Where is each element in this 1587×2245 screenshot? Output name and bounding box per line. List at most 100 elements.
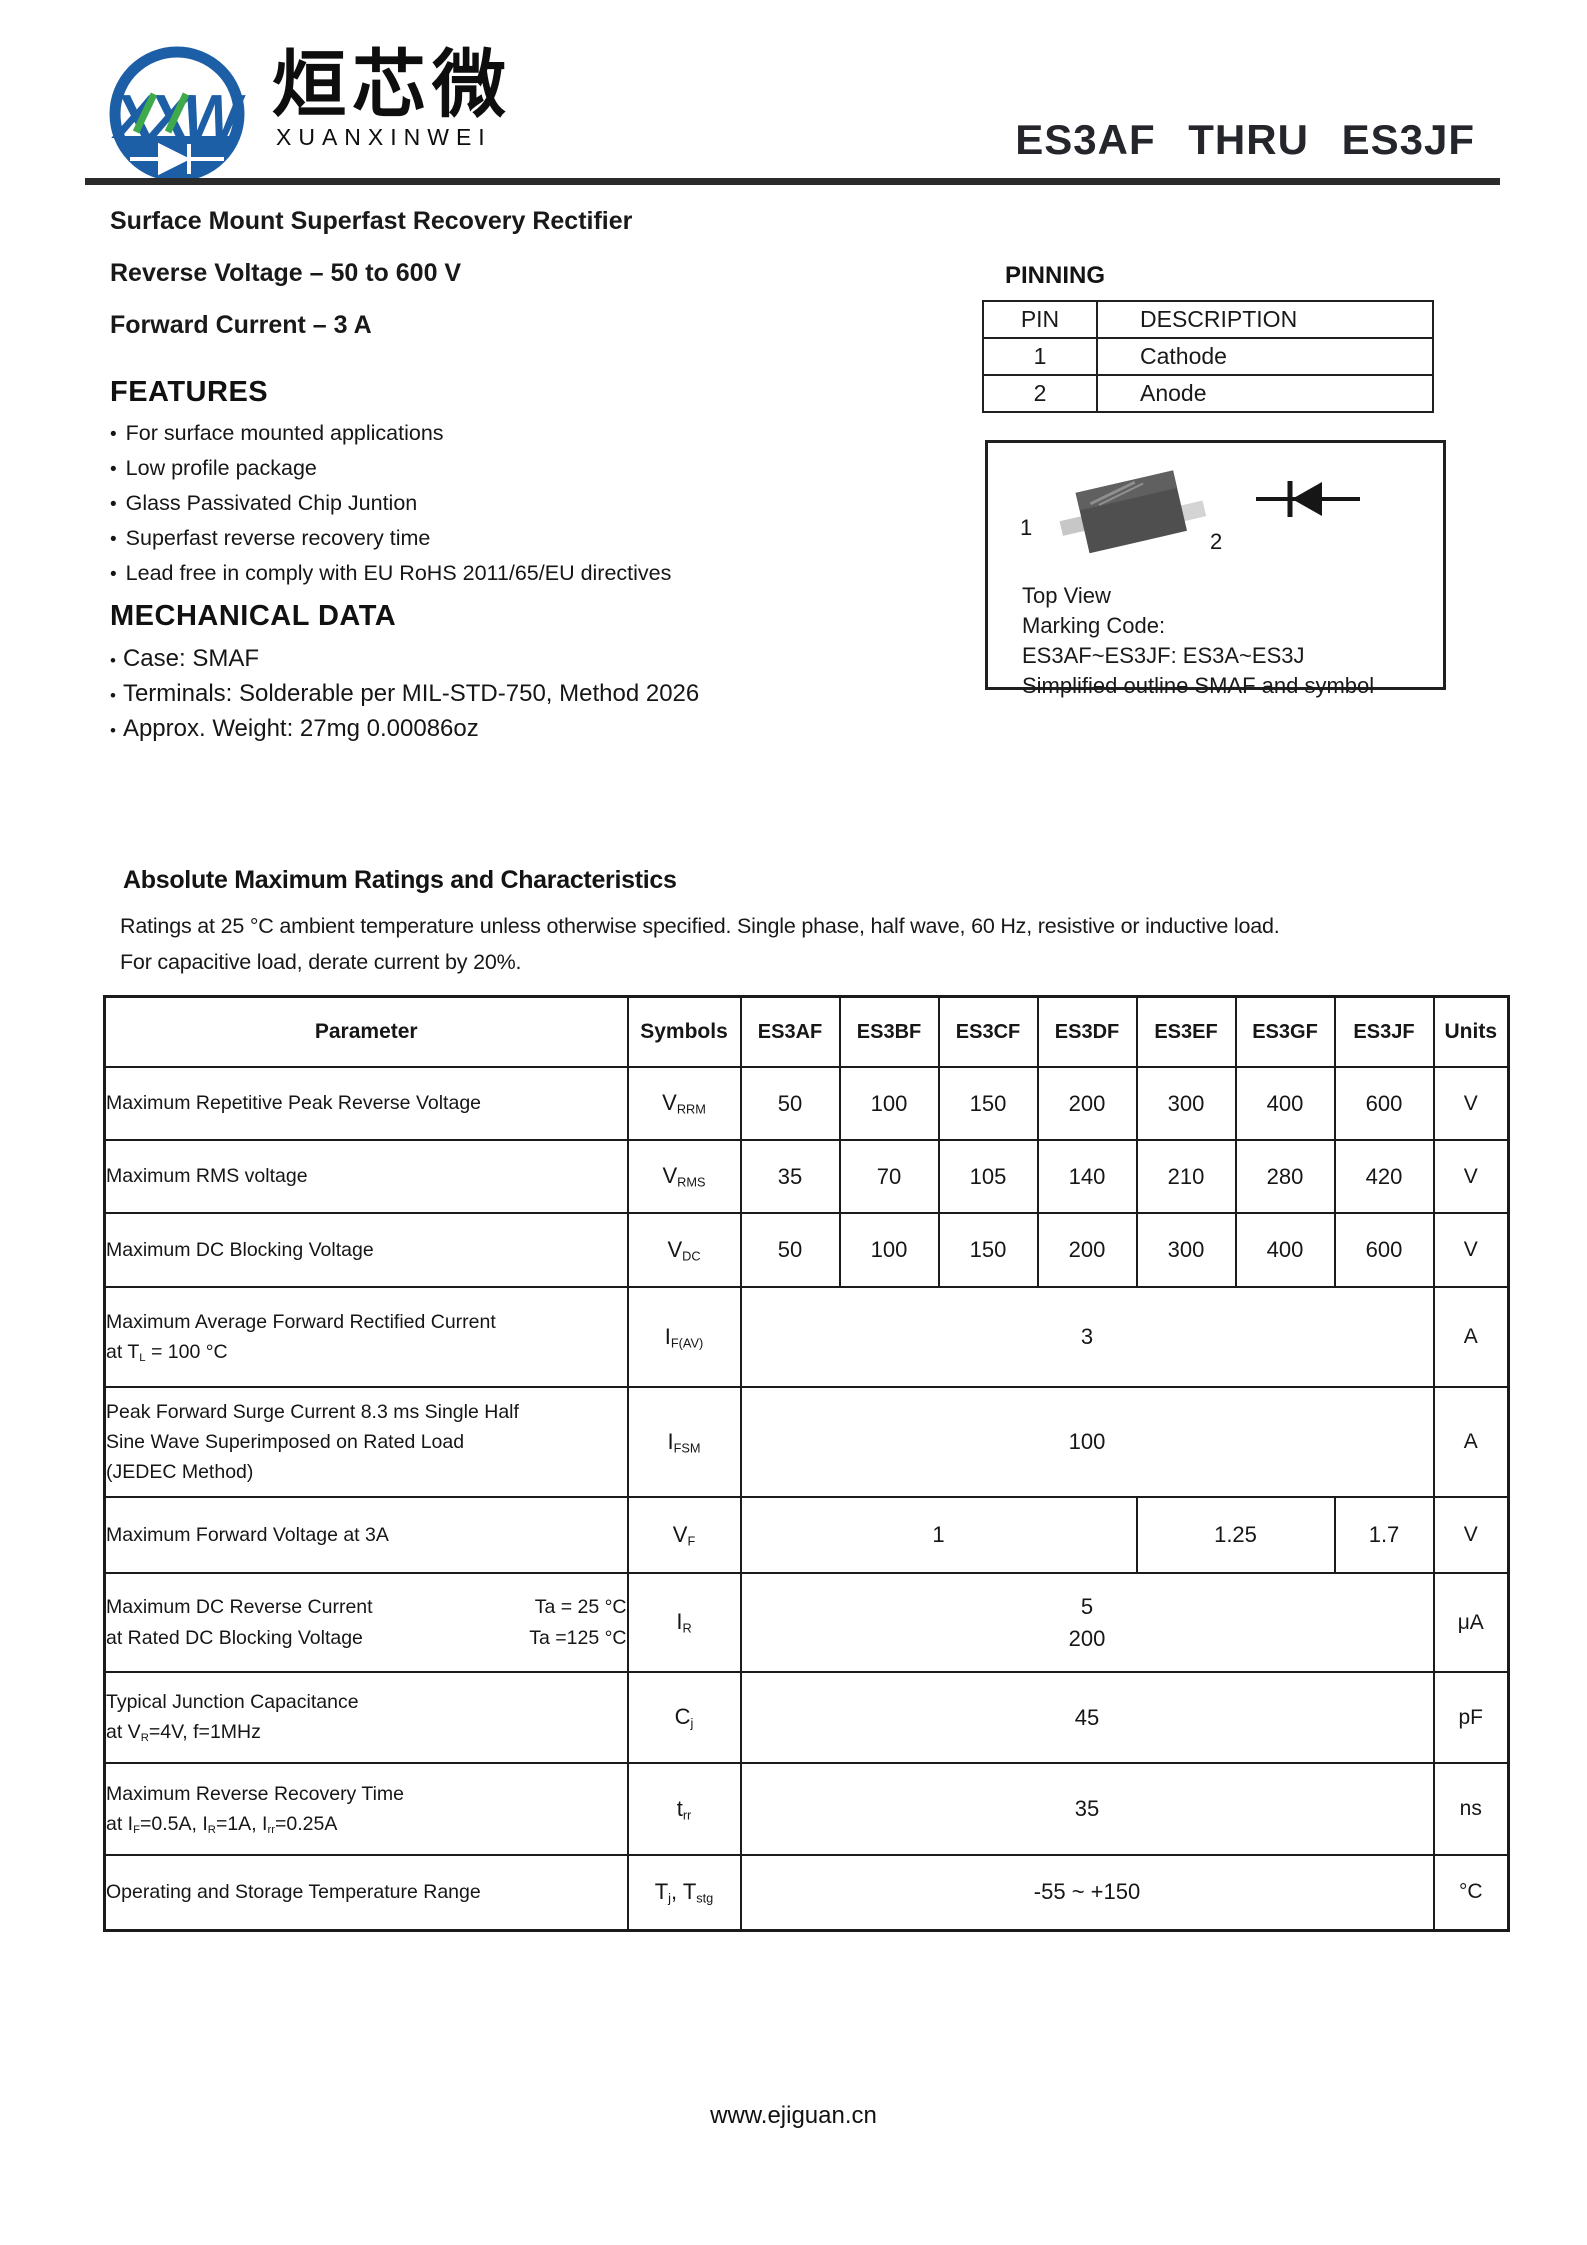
value-cell: 420: [1333, 1139, 1435, 1214]
feature-item: • Lead free in comply with EU RoHS 2011/6…: [110, 561, 671, 586]
feature-item: • Superfast reverse recovery time: [110, 526, 671, 551]
mechanical-item: • Terminals: Solderable per MIL-STD-750, …: [110, 680, 699, 708]
package-drawing-icon: [1059, 470, 1207, 554]
package-caption-line: Marking Code:: [1022, 613, 1166, 638]
symbol-cell: IFSM: [626, 1386, 742, 1498]
value-cell: 200: [1036, 1212, 1138, 1288]
param-line: Maximum RMS voltage: [106, 1165, 308, 1188]
column-header: ES3CF: [937, 995, 1039, 1068]
table-row: Typical Junction Capacitance at VR=4V, f=…: [103, 1671, 1510, 1764]
value-cell: 1.7: [1333, 1496, 1435, 1574]
feature-item-text: For surface mounted applications: [125, 421, 444, 445]
symbol-cell: Tj, Tstg: [626, 1854, 742, 1931]
bullet-icon: •: [110, 564, 117, 585]
ratings-table: Parameter Symbols ES3AF ES3BF ES3CF ES3DF ES3E…: [103, 995, 1510, 1932]
pinning-header-row: PIN DESCRIPTION: [982, 300, 1434, 339]
logo-diode-icon: [130, 142, 224, 176]
pin-number-cell: 1: [982, 337, 1098, 376]
value-cell: 600: [1333, 1066, 1435, 1141]
mechanical-item: • Case: SMAF: [110, 645, 699, 673]
param-line: Maximum DC Blocking Voltage: [106, 1238, 374, 1261]
value-cell: 300: [1135, 1066, 1237, 1141]
features-heading: FEATURES: [110, 376, 269, 408]
table-row: Maximum Reverse Recovery Time at IF=0.5A,…: [103, 1762, 1510, 1856]
pinning-column-header: PIN: [982, 300, 1098, 339]
table-row: Maximum Forward Voltage at 3A VF 1 1.25 1.7 V: [103, 1496, 1510, 1574]
unit-cell: V: [1432, 1496, 1510, 1574]
feature-item-text: Superfast reverse recovery time: [125, 526, 431, 550]
table-row: Maximum DC Blocking Voltage VDC 50 100 150 20…: [103, 1212, 1510, 1288]
package-caption: Top View Marking Code: ES3AF~ES3JF: ES3A~E…: [1022, 581, 1374, 701]
summary-line: Forward Current – 3 A: [110, 311, 372, 339]
company-logo: XXW 烜芯微 XUANXINWEI: [92, 40, 512, 192]
page-footer: www.ejiguan.cn: [0, 2102, 1587, 2130]
mechanical-item-text: Terminals: Solderable per MIL-STD-750, M…: [122, 680, 700, 707]
unit-cell: pF: [1432, 1671, 1510, 1764]
diode-symbol-icon: [1256, 481, 1360, 517]
value-cell: 50: [739, 1212, 841, 1288]
ratings-note-line: Ratings at 25 °C ambient temperature unl…: [120, 914, 1280, 938]
value-cell: 150: [937, 1212, 1039, 1288]
param-line: at VR=4V, f=1MHz: [106, 1721, 261, 1745]
value-cell: 5 200: [739, 1572, 1435, 1673]
param-line: Maximum Average Forward Rectified Curren…: [106, 1310, 496, 1333]
pinning-heading: PINNING: [1005, 262, 1106, 289]
pinning-table: PIN DESCRIPTION 1 Cathode 2 Anode: [982, 300, 1434, 413]
pinning-row: 1 Cathode: [982, 337, 1434, 376]
ratings-note-line: For capacitive load, derate current by 2…: [120, 950, 522, 974]
column-header: ES3EF: [1135, 995, 1237, 1068]
footer-url[interactable]: www.ejiguan.cn: [710, 2102, 877, 2129]
value-cell: 210: [1135, 1139, 1237, 1214]
param-condition: Ta =125 °C: [529, 1626, 627, 1649]
value-cell: 100: [838, 1066, 940, 1141]
feature-item-text: Glass Passivated Chip Juntion: [125, 491, 418, 515]
param-cell: Typical Junction Capacitance at VR=4V, f=…: [103, 1671, 629, 1764]
bullet-icon: •: [110, 686, 116, 705]
value-cell: 35: [739, 1762, 1435, 1856]
param-cell: Maximum Average Forward Rectified Curren…: [103, 1286, 629, 1388]
value-cell: 3: [739, 1286, 1435, 1388]
symbol-cell: IR: [626, 1572, 742, 1673]
param-text: at Rated DC Blocking Voltage: [106, 1626, 363, 1649]
table-row: Operating and Storage Temperature Range T…: [103, 1854, 1510, 1931]
column-header: ES3JF: [1333, 995, 1435, 1068]
pinning-row: 2 Anode: [982, 374, 1434, 413]
mechanical-item-text: Case: SMAF: [122, 645, 259, 672]
param-line: at Rated DC Blocking Voltage Ta =125 °C: [106, 1623, 627, 1653]
unit-cell: A: [1432, 1286, 1510, 1388]
param-line: Peak Forward Surge Current 8.3 ms Single…: [106, 1400, 519, 1423]
doc-title: ES3AF THRU ES3JF: [1015, 116, 1475, 163]
table-row: Peak Forward Surge Current 8.3 ms Single…: [103, 1386, 1510, 1498]
table-row: Maximum Average Forward Rectified Curren…: [103, 1286, 1510, 1388]
column-header: ES3AF: [739, 995, 841, 1068]
symbol-cell: Cj: [626, 1671, 742, 1764]
value-cell: 200: [1036, 1066, 1138, 1141]
pin-description-cell: Cathode: [1096, 337, 1434, 376]
summary-line: Surface Mount Superfast Recovery Rectifi…: [110, 207, 633, 235]
value-cell: 140: [1036, 1139, 1138, 1214]
value-cell: 1: [739, 1496, 1138, 1574]
param-cell: Maximum DC Blocking Voltage: [103, 1212, 629, 1288]
bullet-icon: •: [110, 651, 116, 670]
param-line: Maximum Repetitive Peak Reverse Voltage: [106, 1092, 482, 1115]
mechanical-section: MECHANICAL DATA • Case: SMAF • Terminals: S…: [110, 600, 699, 750]
column-header: Parameter: [103, 995, 629, 1068]
value-cell: 150: [937, 1066, 1039, 1141]
param-cell: Maximum RMS voltage: [103, 1139, 629, 1214]
value-cell: 400: [1234, 1066, 1336, 1141]
param-cell: Operating and Storage Temperature Range: [103, 1854, 629, 1931]
package-caption-line: ES3AF~ES3JF: ES3A~ES3J: [1022, 643, 1305, 668]
feature-item-text: Low profile package: [125, 456, 317, 480]
table-row: Maximum DC Reverse Current Ta = 25 °C at R…: [103, 1572, 1510, 1673]
company-name-cn: 烜芯微: [272, 43, 512, 126]
param-line: Operating and Storage Temperature Range: [106, 1881, 481, 1904]
column-header: Units: [1432, 995, 1510, 1068]
param-cell: Maximum Repetitive Peak Reverse Voltage: [103, 1066, 629, 1141]
symbol-cell: VDC: [626, 1212, 742, 1288]
header-rule: [85, 178, 1500, 185]
pinning-column-header: DESCRIPTION: [1096, 300, 1434, 339]
param-line: at TL = 100 °C: [106, 1340, 228, 1364]
value-cell: 400: [1234, 1212, 1336, 1288]
bullet-icon: •: [110, 529, 117, 550]
param-line: Typical Junction Capacitance: [106, 1691, 359, 1714]
